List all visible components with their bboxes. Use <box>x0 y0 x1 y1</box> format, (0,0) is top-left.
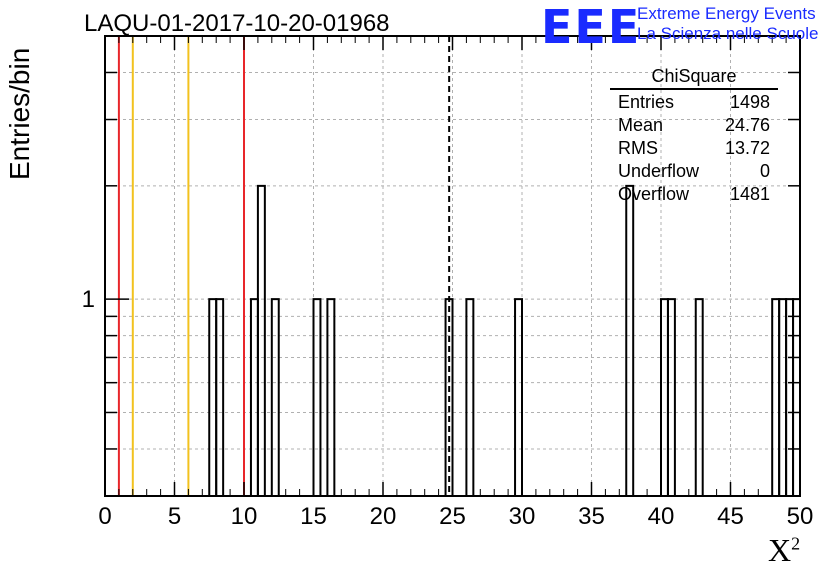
y-axis-label: Entries/bin <box>4 47 35 180</box>
stats-label: Underflow <box>618 161 700 181</box>
histogram-bin <box>660 298 669 496</box>
histogram-bin <box>694 298 704 496</box>
logo-line-1: Extreme Energy Events <box>637 4 816 23</box>
histogram-bin <box>785 298 795 496</box>
histogram-bin <box>771 298 781 496</box>
histogram-bin <box>792 298 801 496</box>
stats-value: 1481 <box>729 184 770 204</box>
stats-rows: Entries 1498 Mean 24.76 RMS 13.72 Underflow 0 Ov… <box>610 91 778 206</box>
stats-label: Mean <box>618 115 664 135</box>
stats-title: ChiSquare <box>610 66 778 90</box>
histogram-bin <box>465 298 475 496</box>
histogram-bin <box>208 298 218 496</box>
x-tick-label: 5 <box>168 503 181 530</box>
x-tick-label: 0 <box>98 503 111 530</box>
stats-box: ChiSquare Entries 1498 Mean 24.76 RMS 13.72 Un… <box>610 66 778 206</box>
histogram-bin <box>270 298 280 496</box>
plot-frame <box>104 35 801 497</box>
x-tick-label: 10 <box>231 503 258 530</box>
tick-labels: 0 5 10 15 20 25 30 35 40 45 50 1 <box>82 286 814 530</box>
stats-row: Entries 1498 <box>610 91 778 114</box>
axis-ticks <box>104 36 801 496</box>
x-axis-label: X2 <box>768 532 800 569</box>
stats-value: 13.72 <box>724 138 770 158</box>
stats-row: Mean 24.76 <box>610 114 778 137</box>
stats-label: RMS <box>618 138 658 158</box>
marker-lines <box>117 36 451 496</box>
stats-row: RMS 13.72 <box>610 137 778 160</box>
stats-value: 24.76 <box>724 115 770 135</box>
histogram-bars <box>208 184 801 496</box>
histogram-bin <box>625 184 635 496</box>
x-tick-label: 20 <box>370 503 397 530</box>
histogram-bin <box>215 298 225 496</box>
logo-line-2: La Scienza nelle Scuole <box>637 24 819 43</box>
stats-value: 0 <box>759 161 770 181</box>
x-axis-label-text: X <box>768 532 792 568</box>
x-tick-label: 50 <box>787 503 814 530</box>
stats-value: 1498 <box>729 92 770 112</box>
x-tick-label: 30 <box>509 503 536 530</box>
stats-label: Entries <box>618 92 675 112</box>
histogram-bin <box>256 184 266 496</box>
histogram-bin <box>444 298 454 496</box>
x-axis-label-sup: 2 <box>791 533 801 554</box>
stats-row: Overflow 1481 <box>610 183 778 206</box>
x-tick-label: 15 <box>300 503 327 530</box>
stats-label: Overflow <box>618 184 690 204</box>
histogram-bin <box>312 298 322 496</box>
histogram-bin <box>778 298 788 496</box>
histogram-bin <box>326 298 336 496</box>
histogram-bin <box>249 298 259 496</box>
histogram-bin <box>666 298 676 496</box>
stats-row: Underflow 0 <box>610 160 778 183</box>
histogram-bin <box>514 298 523 496</box>
eee-logo: EEE <box>541 0 642 54</box>
x-tick-label: 45 <box>717 503 744 530</box>
chart-title: LAQU-01-2017-10-20-01968 <box>84 10 390 37</box>
x-tick-label: 40 <box>648 503 675 530</box>
x-tick-label: 35 <box>578 503 605 530</box>
x-tick-label: 25 <box>439 503 466 530</box>
y-tick-label: 1 <box>82 286 95 313</box>
